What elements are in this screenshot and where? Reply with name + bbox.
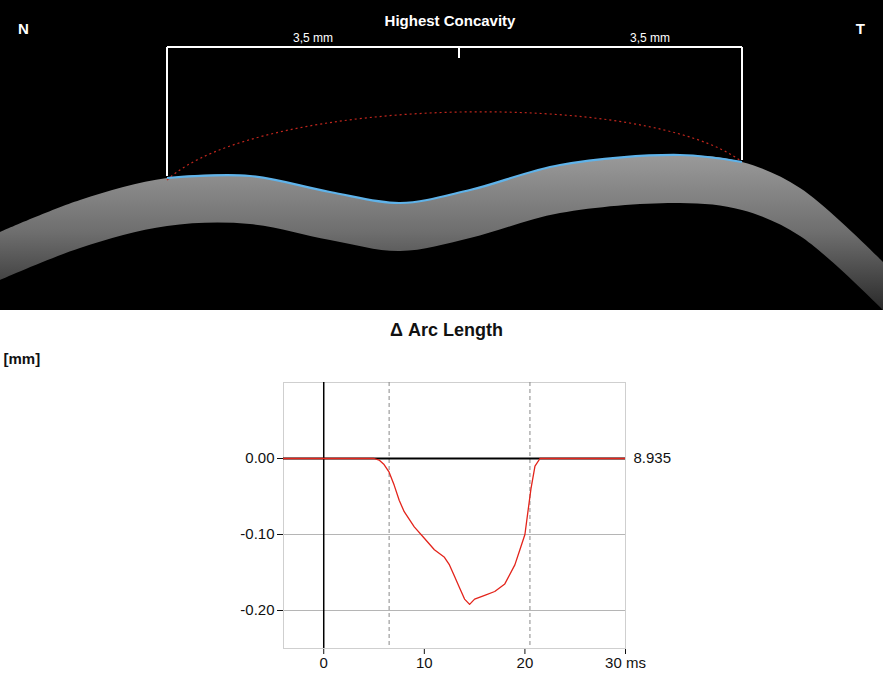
svg-text:30 ms: 30 ms	[605, 654, 646, 671]
svg-text:-0.10: -0.10	[240, 525, 274, 542]
svg-text:3,5 mm: 3,5 mm	[293, 31, 333, 45]
svg-text:0: 0	[320, 654, 328, 671]
svg-text:T: T	[856, 20, 865, 37]
svg-text:-0.20: -0.20	[240, 601, 274, 618]
svg-text:20: 20	[517, 654, 534, 671]
svg-text:10: 10	[416, 654, 433, 671]
svg-text:Highest Concavity: Highest Concavity	[385, 12, 517, 29]
svg-text:8.935: 8.935	[634, 449, 672, 466]
svg-text:3,5 mm: 3,5 mm	[630, 31, 670, 45]
svg-text:[mm]: [mm]	[4, 350, 41, 367]
svg-text:0.00: 0.00	[245, 449, 274, 466]
html-text:Δ Arc Length: Δ Arc Length	[390, 320, 503, 340]
svg-text:N: N	[18, 20, 29, 37]
